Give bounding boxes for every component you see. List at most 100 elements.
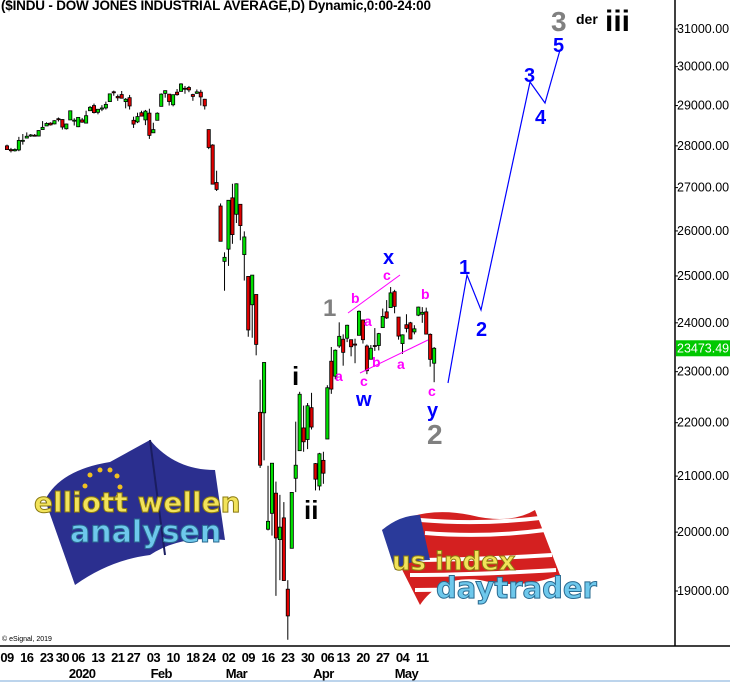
candle-2020-03-20: [281, 502, 286, 581]
candle-body: [226, 199, 231, 250]
candle-body: [321, 459, 326, 474]
wave-label-der: der: [576, 11, 598, 27]
candle-body: [333, 349, 338, 377]
candle-body: [171, 94, 176, 106]
candle-body: [36, 130, 41, 137]
wave-label-3: 3: [551, 6, 567, 37]
candle-body: [432, 347, 437, 364]
candle-2020-02-07: [167, 93, 172, 106]
candle-2020-03-17: [269, 462, 274, 536]
x-tick-label: 11: [416, 650, 429, 665]
y-tick-label: 29000.00: [677, 99, 729, 113]
candle-2020-05-13: [428, 333, 433, 367]
candle-body: [325, 387, 330, 440]
copyright: © eSignal, 2019: [2, 636, 52, 643]
candle-body: [32, 134, 37, 137]
wave-label-b: b: [372, 354, 381, 370]
y-tick-label: 24000.00: [677, 316, 729, 330]
candle-body: [424, 311, 429, 335]
us-flag-stars-icon: [382, 515, 430, 570]
candle-body: [76, 116, 81, 128]
candle-body: [175, 91, 180, 96]
candle-2020-04-08: [333, 349, 338, 380]
candle-2020-01-17: [111, 90, 116, 96]
candle-2020-03-04: [234, 183, 239, 224]
x-tick-label: 09: [242, 650, 256, 665]
wave-label-x: x: [383, 247, 394, 269]
candle-2020-03-13: [262, 362, 267, 461]
candle-2020-01-14: [99, 105, 104, 112]
candle-body: [210, 144, 215, 185]
candle-2020-03-18: [273, 481, 278, 596]
candle-2019-12-12: [16, 136, 21, 152]
x-tick-label: 04: [396, 650, 411, 665]
candle-2020-03-03: [230, 183, 235, 244]
candle-2020-02-12: [179, 83, 184, 92]
wave-label-c: c: [360, 373, 368, 389]
candle-body: [194, 91, 199, 94]
candle-2020-02-11: [175, 89, 180, 96]
lower-trend-line: [359, 339, 429, 374]
x-tick-label: 09: [0, 650, 14, 665]
candle-2020-03-25: [293, 421, 298, 493]
candle-2020-01-30: [143, 109, 148, 126]
candle-body: [60, 119, 65, 128]
candle-2020-04-09: [337, 322, 342, 348]
candle-2019-12-17: [28, 134, 33, 137]
candle-2019-12-30: [60, 119, 65, 130]
candle-body: [143, 110, 148, 121]
candle-2019-12-11: [12, 148, 17, 152]
candle-2020-02-26: [214, 170, 219, 192]
candle-2020-03-26: [297, 391, 302, 452]
candle-body: [115, 96, 120, 99]
candle-body: [277, 526, 282, 541]
candle-body: [266, 520, 271, 530]
candle-body: [428, 333, 433, 360]
candle-body: [123, 98, 128, 103]
wave-label-ii: ii: [304, 495, 318, 525]
wave-lines: [347, 49, 561, 384]
wave-label-2: 2: [476, 319, 487, 341]
candle-2019-12-09: [5, 144, 10, 150]
x-tick-label: 16: [20, 650, 34, 665]
x-tick-label: 06: [72, 650, 86, 665]
chart-title: ($INDU - DOW JONES INDUSTRIAL AVERAGE,D)…: [1, 0, 431, 13]
candle-2020-02-14: [186, 85, 191, 93]
candle-2020-01-22: [119, 91, 124, 99]
candle-2019-12-27: [56, 117, 61, 122]
candle-2020-02-19: [194, 89, 199, 94]
candle-body: [356, 310, 361, 336]
candle-2020-04-27: [380, 308, 385, 329]
candle-body: [28, 134, 33, 137]
candle-body: [254, 294, 259, 345]
y-tick-label: 27000.00: [677, 181, 729, 195]
candle-body: [380, 316, 385, 329]
candle-2020-04-30: [392, 289, 397, 314]
candle-body: [44, 123, 49, 127]
candle-body: [360, 319, 365, 341]
candle-2019-12-24: [48, 122, 53, 126]
candle-2020-03-12: [258, 379, 263, 468]
candle-body: [230, 197, 235, 235]
candle-body: [12, 149, 17, 152]
candles: [5, 83, 437, 640]
wave-label-1: 1: [323, 295, 336, 322]
wave-label-a: a: [364, 313, 372, 329]
candle-body: [186, 87, 191, 91]
candle-body: [238, 203, 243, 226]
x-tick-label: 13: [337, 650, 351, 665]
candle-body: [273, 492, 278, 539]
candle-body: [131, 119, 136, 125]
y-tick-label: 20000.00: [677, 525, 729, 539]
x-tick-label: 27: [127, 650, 141, 665]
candle-2020-02-27: [218, 203, 223, 242]
x-tick-label: 20: [356, 650, 370, 665]
wave-label-3: 3: [524, 65, 535, 87]
candle-2020-05-01: [396, 316, 401, 340]
candle-2020-01-16: [107, 93, 112, 103]
candle-2020-01-09: [88, 105, 93, 112]
candle-2019-12-26: [52, 120, 57, 125]
candle-body: [88, 106, 93, 112]
